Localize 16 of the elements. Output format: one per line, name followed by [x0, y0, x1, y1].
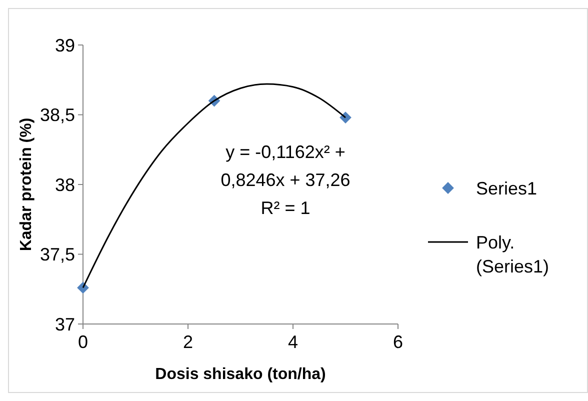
- annotation: y = -0,1162x² +: [226, 142, 346, 162]
- x-axis-title: Dosis shisako (ton/ha): [155, 366, 326, 383]
- legend-label: Series1: [476, 178, 538, 198]
- y-tick-label: 38,5: [40, 105, 75, 126]
- y-tick-label: 38: [54, 174, 75, 195]
- x-tick-label: 2: [182, 332, 194, 352]
- y-tick-label: 37,5: [40, 244, 75, 265]
- x-tick-label: 4: [288, 332, 298, 352]
- y-axis-title: Kadar protein (%): [18, 118, 35, 252]
- annotation: 0,8246x + 37,26: [220, 170, 350, 190]
- legend-label: Poly. (Series1): [476, 232, 550, 276]
- x-tick-label: 0: [78, 332, 88, 352]
- annotation: R² = 1: [260, 198, 310, 218]
- y-tick-label: 37: [54, 314, 75, 334]
- x-tick-label: 6: [392, 332, 404, 352]
- y-tick-label: 39: [54, 35, 75, 56]
